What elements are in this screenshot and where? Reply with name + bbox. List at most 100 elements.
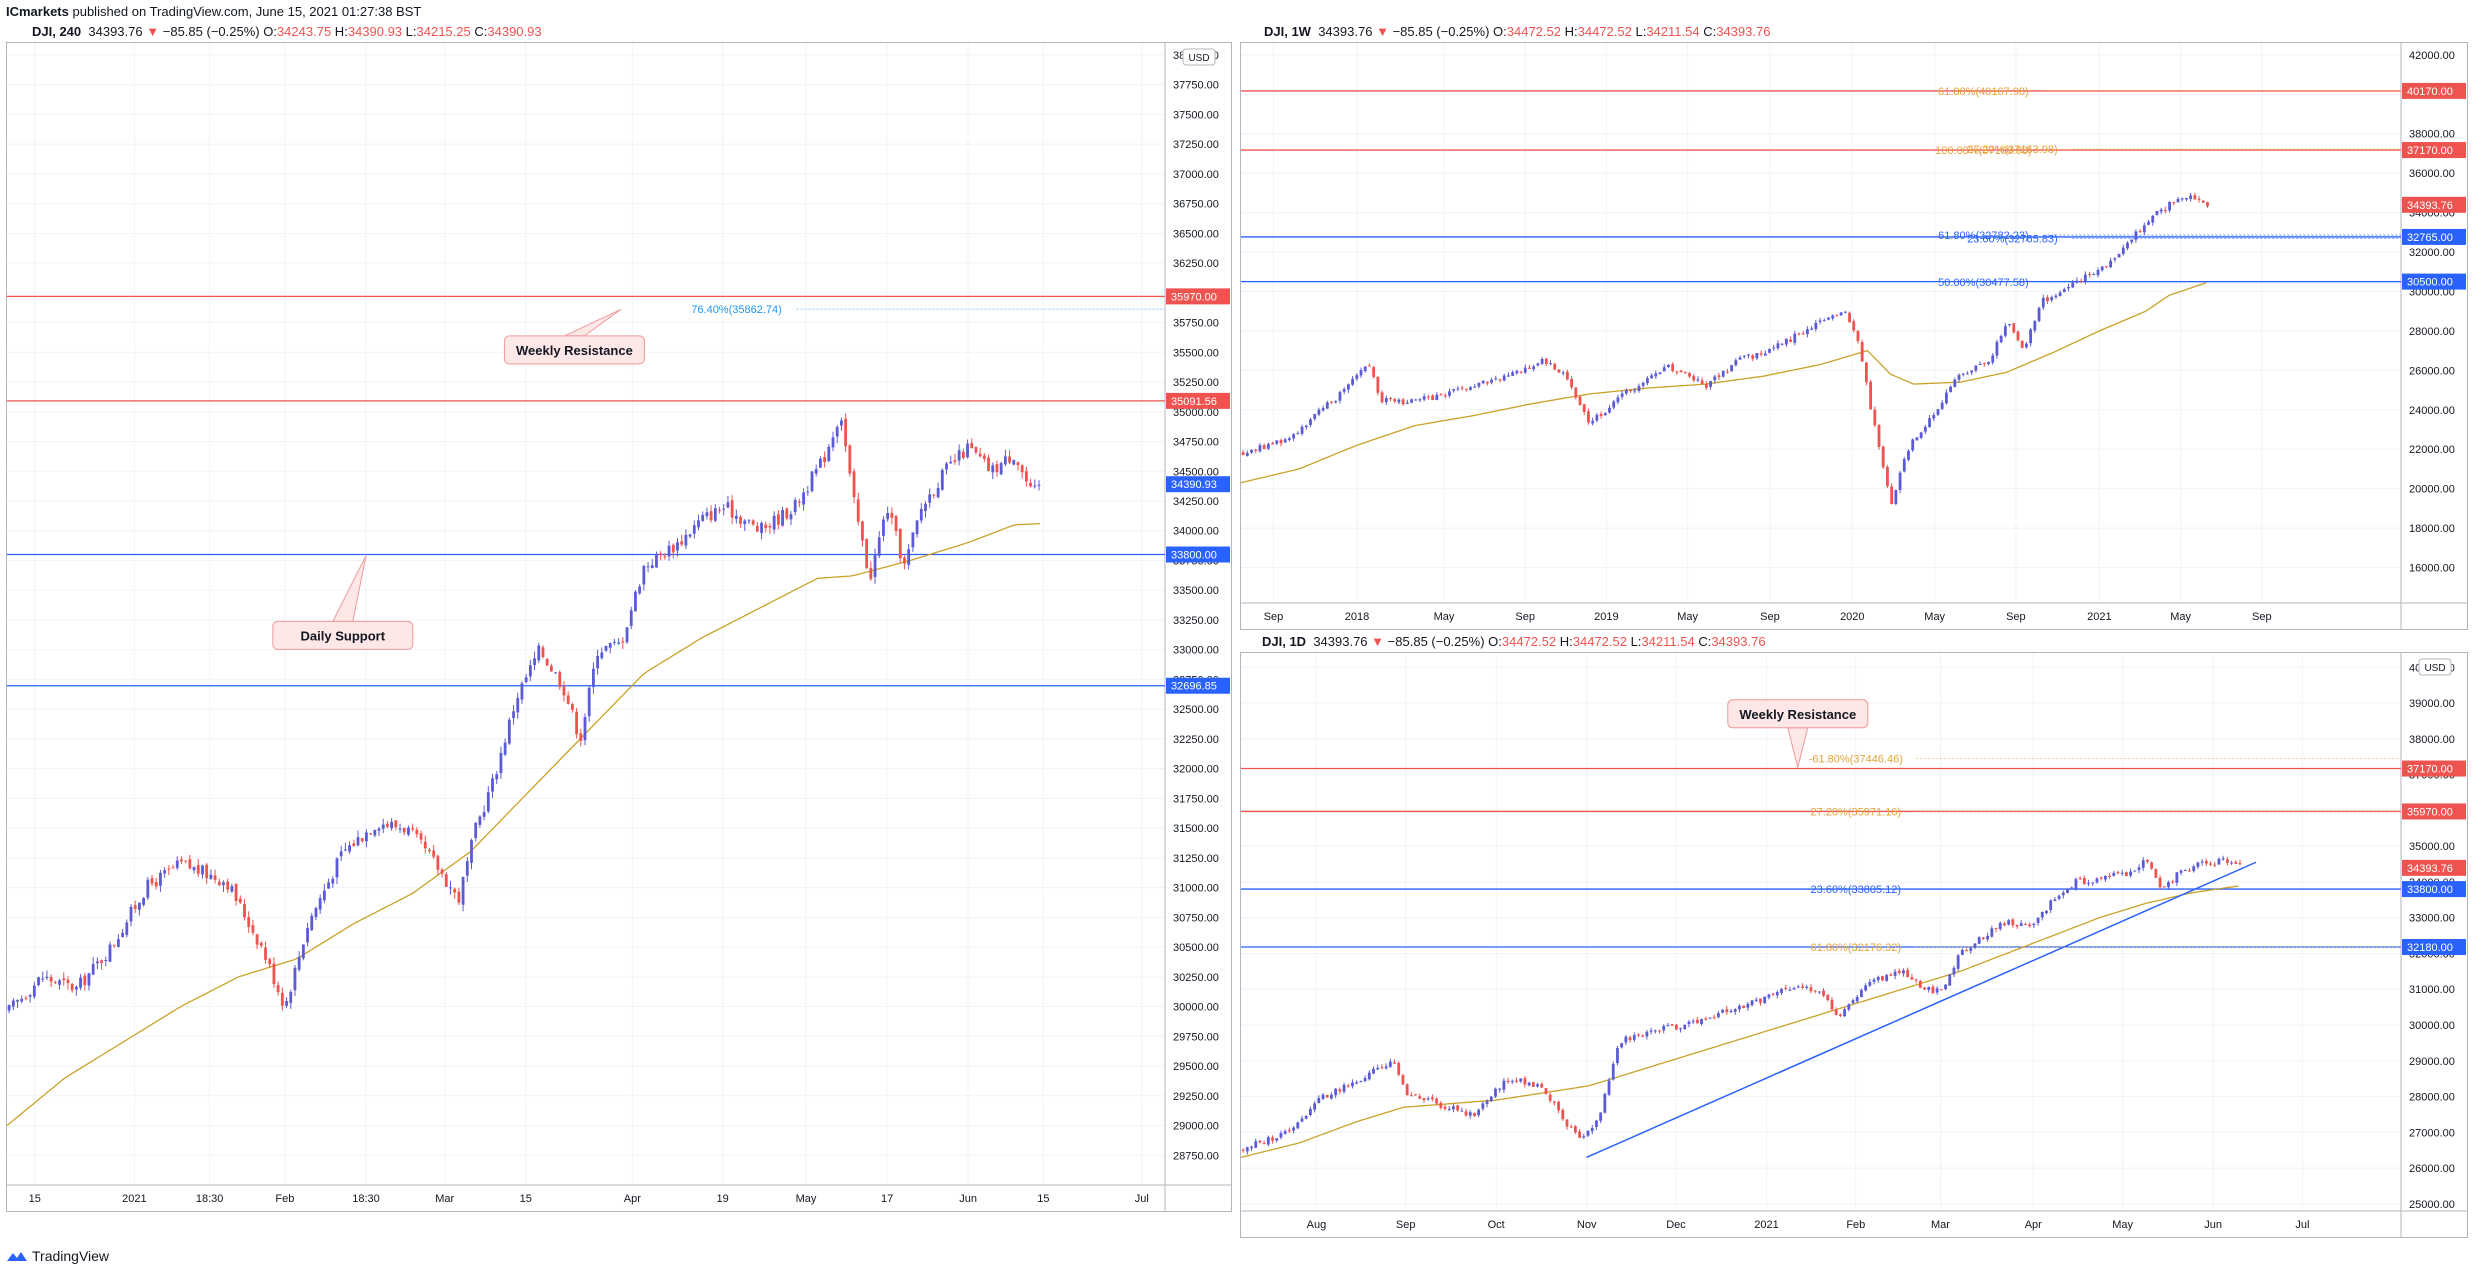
candle-body [2171, 881, 2175, 883]
time-tick-label: Apr [624, 1193, 641, 1205]
candle-body [1662, 1026, 1666, 1031]
candle-body [814, 469, 818, 474]
candle-body [1835, 315, 1839, 317]
tradingview-brand[interactable]: TradingView [32, 1248, 110, 1264]
candle-body [1262, 445, 1266, 450]
candle-body [125, 922, 129, 935]
candle-body [1258, 1140, 1262, 1143]
candle-body [1254, 449, 1258, 451]
candle-body [1881, 976, 1884, 981]
candle-body [1772, 347, 1776, 349]
time-tick-label: Aug [1307, 1219, 1327, 1231]
time-tick-label: Mar [435, 1193, 454, 1205]
candle-body [583, 716, 587, 741]
candle-body [1679, 370, 1683, 373]
candle-body [1397, 1062, 1401, 1075]
candle-body [1855, 997, 1859, 1002]
callout-box [1727, 699, 1869, 729]
candle-body [1738, 1005, 1741, 1010]
candle-body [478, 816, 482, 825]
down-arrow-icon: ▼ [146, 24, 160, 39]
candle-body [1548, 1094, 1552, 1101]
fib-level-label: 23.60%(32765.83) [1967, 234, 2058, 246]
level-price-tag [1166, 677, 1230, 694]
candle-body [974, 447, 978, 453]
candle-body [2168, 202, 2171, 211]
candle-body [146, 879, 150, 898]
candle-body [961, 451, 965, 458]
open-value: 34472.52 [1501, 634, 1557, 649]
candle-body [1338, 392, 1342, 401]
symbol-label[interactable]: DJI, 1D [1262, 634, 1307, 649]
candle-body [1747, 354, 1750, 356]
chart-panel-1w[interactable]: 42000.0040000.0038000.0036000.0034000.00… [1240, 42, 2468, 630]
currency-label: USD [2424, 663, 2445, 674]
candle-body [1860, 989, 1863, 997]
symbol-label[interactable]: DJI, 1W [1264, 24, 1311, 39]
candle-body [1292, 1127, 1295, 1131]
candle-body [1608, 407, 1611, 413]
candle-body [343, 849, 347, 851]
candle-body [1961, 373, 1965, 375]
candle-body [1914, 979, 1918, 981]
candle-body [861, 521, 864, 541]
time-tick-label: 17 [881, 1193, 893, 1205]
candle-body [2112, 872, 2116, 876]
candle-body [1380, 392, 1384, 403]
price-tick-label: 36250.00 [1173, 258, 1219, 270]
candle-body [1831, 315, 1835, 319]
candle-body [1671, 364, 1675, 371]
chart-panel-240[interactable]: 38000.0037750.0037500.0037250.0037000.00… [6, 42, 1232, 1212]
last-price-label: 34390.93 [1171, 479, 1217, 491]
level-price-label: 30500.00 [2407, 277, 2453, 289]
candle-body [1519, 371, 1523, 373]
candle-body [1974, 365, 1978, 371]
candle-body [789, 514, 793, 520]
candle-body [1885, 975, 1889, 982]
candle-body [209, 874, 213, 879]
candle-body [537, 645, 541, 661]
candle-body [2238, 863, 2242, 865]
publisher-name[interactable]: ICmarkets [6, 4, 69, 19]
candle-body [1553, 363, 1557, 370]
candle-body [2016, 331, 2020, 341]
candle-body [2028, 924, 2032, 927]
candle-body [1275, 440, 1279, 444]
fib-level-label: 27.20%(37163.98) [1967, 144, 2058, 156]
candle-body [2092, 274, 2096, 276]
candle-body [592, 668, 595, 688]
time-tick-label: May [1677, 611, 1698, 623]
symbol-label[interactable]: DJI, 240 [32, 24, 82, 39]
candle-body [747, 520, 751, 522]
candle-body [163, 870, 167, 874]
time-tick-label: Sep [1515, 611, 1535, 623]
candle-body [2125, 872, 2128, 877]
candle-body [1742, 355, 1746, 357]
down-arrow-icon: ▼ [1376, 24, 1389, 39]
candle-body [1024, 471, 1028, 482]
candle-body [2082, 877, 2086, 885]
candle-body [1949, 386, 1953, 393]
candle-body [1313, 414, 1317, 419]
candle-body [1573, 1125, 1577, 1133]
candle-body [1792, 988, 1796, 990]
candle-body [1970, 370, 1974, 373]
level-price-tag [2402, 228, 2466, 245]
candle-body [2108, 875, 2111, 877]
candle-body [886, 513, 890, 520]
candle-body [1620, 1043, 1624, 1048]
close-value: 34390.93 [487, 24, 542, 39]
candle-body [482, 812, 486, 817]
candle-body [1334, 1088, 1338, 1096]
candle-body [1485, 1100, 1489, 1104]
candle-body [1881, 446, 1885, 468]
candle-body [1245, 1147, 1249, 1152]
candle-body [1834, 1009, 1838, 1015]
candle-body [1717, 375, 1721, 378]
candle-body [1809, 987, 1813, 992]
chart-panel-1d[interactable]: 40000.0039000.0038000.0037000.0036000.00… [1240, 652, 2468, 1238]
open-value: 34243.75 [276, 24, 332, 39]
candle-body [116, 939, 120, 947]
price-tick-label: 34250.00 [1173, 496, 1219, 508]
candle-body [2116, 872, 2120, 874]
